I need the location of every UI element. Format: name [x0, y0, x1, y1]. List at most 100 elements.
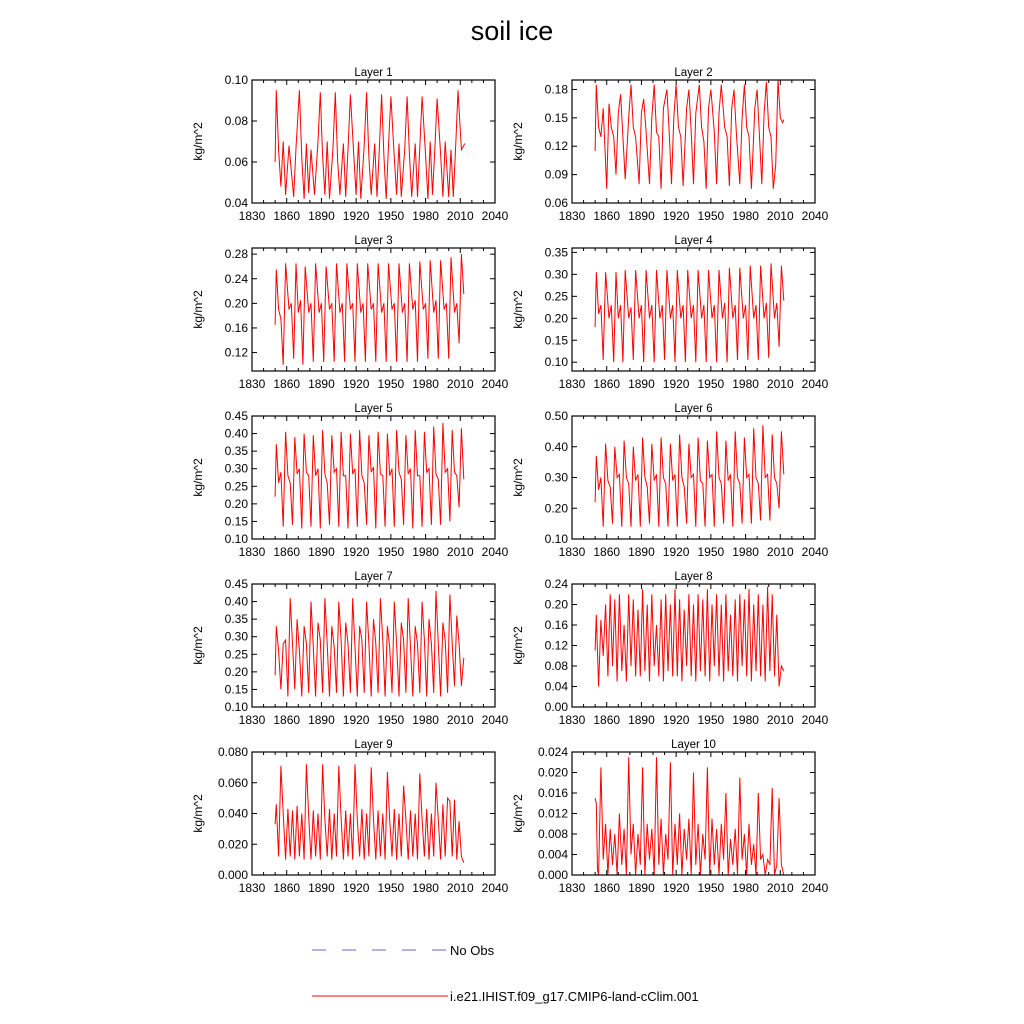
x-tick-label: 1950 — [378, 545, 405, 559]
y-tick-label: 0.35 — [545, 245, 569, 259]
x-tick-label: 1920 — [343, 713, 370, 727]
y-tick-label: 0.016 — [538, 786, 568, 800]
y-tick-label: 0.020 — [218, 837, 248, 851]
x-tick-label: 1830 — [559, 713, 586, 727]
y-axis-title: kg/m^2 — [191, 794, 205, 833]
panel-title: Layer 10 — [671, 739, 716, 751]
x-tick-label: 2040 — [482, 377, 509, 391]
y-axis-title: kg/m^2 — [511, 458, 525, 497]
chart-panel-2: Layer 2 1830 1860 1890 1920 1950 1980 2010 2040 0… — [511, 67, 829, 223]
chart-panel-4: Layer 4 1830 1860 1890 1920 1950 1980 2010 2040 0… — [511, 235, 829, 391]
y-tick-label: 0.08 — [545, 659, 569, 673]
x-tick-label: 1860 — [273, 545, 300, 559]
y-tick-label: 0.12 — [225, 346, 249, 360]
y-tick-label: 0.000 — [218, 868, 248, 882]
y-tick-label: 0.04 — [545, 680, 569, 694]
x-tick-label: 1830 — [239, 713, 266, 727]
series-line-1 — [594, 757, 785, 876]
y-tick-label: 0.00 — [545, 700, 569, 714]
x-tick-label: 2040 — [482, 545, 509, 559]
y-tick-label: 0.10 — [225, 532, 249, 546]
x-tick-label: 1860 — [593, 881, 620, 895]
panel-title: Layer 4 — [674, 235, 713, 247]
x-tick-label: 1950 — [378, 377, 405, 391]
y-axis-title: kg/m^2 — [511, 626, 525, 665]
x-tick-label: 2040 — [482, 881, 509, 895]
chart-panel-6: Layer 6 1830 1860 1890 1920 1950 1980 2010 2040 0… — [511, 403, 829, 559]
y-tick-label: 0.024 — [538, 745, 568, 759]
x-tick-label: 1920 — [343, 377, 370, 391]
y-axis-title: kg/m^2 — [511, 794, 525, 833]
x-tick-label: 2010 — [767, 377, 794, 391]
x-tick-label: 1830 — [239, 209, 266, 223]
y-tick-label: 0.10 — [545, 355, 569, 369]
legend-label-1: No Obs — [450, 943, 495, 958]
x-tick-label: 1920 — [663, 545, 690, 559]
y-axis-title: kg/m^2 — [191, 458, 205, 497]
x-tick-label: 2010 — [447, 377, 474, 391]
y-tick-label: 0.24 — [225, 272, 249, 286]
y-tick-label: 0.40 — [545, 440, 569, 454]
series-line-1 — [274, 90, 466, 199]
y-tick-label: 0.08 — [225, 114, 249, 128]
plot-frame — [251, 583, 496, 708]
x-tick-label: 2010 — [447, 545, 474, 559]
plot-frame — [571, 79, 816, 204]
y-axis-title: kg/m^2 — [191, 290, 205, 329]
y-tick-label: 0.008 — [538, 827, 568, 841]
y-tick-label: 0.40 — [225, 427, 249, 441]
panel-title: Layer 1 — [354, 67, 392, 79]
series-line-1 — [274, 764, 465, 863]
x-tick-label: 1830 — [559, 881, 586, 895]
x-tick-label: 1860 — [593, 209, 620, 223]
y-tick-label: 0.040 — [218, 807, 248, 821]
panel-title: Layer 5 — [354, 403, 392, 415]
y-tick-label: 0.10 — [225, 73, 249, 87]
y-tick-label: 0.20 — [545, 598, 569, 612]
x-tick-label: 1920 — [343, 881, 370, 895]
y-tick-label: 0.24 — [545, 577, 569, 591]
x-tick-label: 1980 — [412, 713, 439, 727]
x-tick-label: 1860 — [593, 377, 620, 391]
y-tick-label: 0.30 — [225, 630, 249, 644]
x-tick-label: 1860 — [273, 377, 300, 391]
x-tick-label: 1980 — [412, 377, 439, 391]
x-tick-label: 1860 — [273, 881, 300, 895]
x-tick-label: 1890 — [308, 713, 335, 727]
x-tick-label: 1980 — [412, 545, 439, 559]
y-tick-label: 0.12 — [545, 139, 569, 153]
series-line-1 — [274, 590, 465, 697]
series-line-1 — [274, 254, 465, 365]
x-tick-label: 1950 — [698, 713, 725, 727]
x-tick-label: 2010 — [767, 545, 794, 559]
x-tick-label: 2040 — [802, 209, 829, 223]
x-tick-label: 1980 — [412, 881, 439, 895]
panel-title: Layer 8 — [674, 571, 712, 583]
x-tick-label: 1890 — [308, 545, 335, 559]
y-tick-label: 0.09 — [545, 168, 569, 182]
y-tick-label: 0.080 — [218, 745, 248, 759]
x-tick-label: 2040 — [482, 713, 509, 727]
y-axis-title: kg/m^2 — [511, 122, 525, 161]
panel-title: Layer 7 — [354, 571, 392, 583]
x-tick-label: 1830 — [239, 881, 266, 895]
series-line-1 — [594, 586, 785, 687]
x-tick-label: 1890 — [308, 377, 335, 391]
x-tick-label: 2040 — [482, 209, 509, 223]
y-tick-label: 0.25 — [545, 289, 569, 303]
x-tick-label: 1980 — [732, 881, 759, 895]
y-tick-label: 0.20 — [225, 296, 249, 310]
plot-frame — [251, 415, 496, 540]
x-tick-label: 1950 — [698, 881, 725, 895]
x-tick-label: 1920 — [663, 713, 690, 727]
x-tick-label: 1920 — [343, 545, 370, 559]
y-tick-label: 0.35 — [225, 612, 249, 626]
y-tick-label: 0.020 — [538, 766, 568, 780]
chart-panel-5: Layer 5 1830 1860 1890 1920 1950 1980 2010 2040 0… — [191, 403, 509, 559]
plot-frame — [251, 751, 496, 876]
x-tick-label: 1830 — [559, 377, 586, 391]
x-tick-label: 1860 — [273, 713, 300, 727]
x-tick-label: 1980 — [732, 545, 759, 559]
y-tick-label: 0.50 — [545, 409, 569, 423]
x-tick-label: 1950 — [698, 545, 725, 559]
